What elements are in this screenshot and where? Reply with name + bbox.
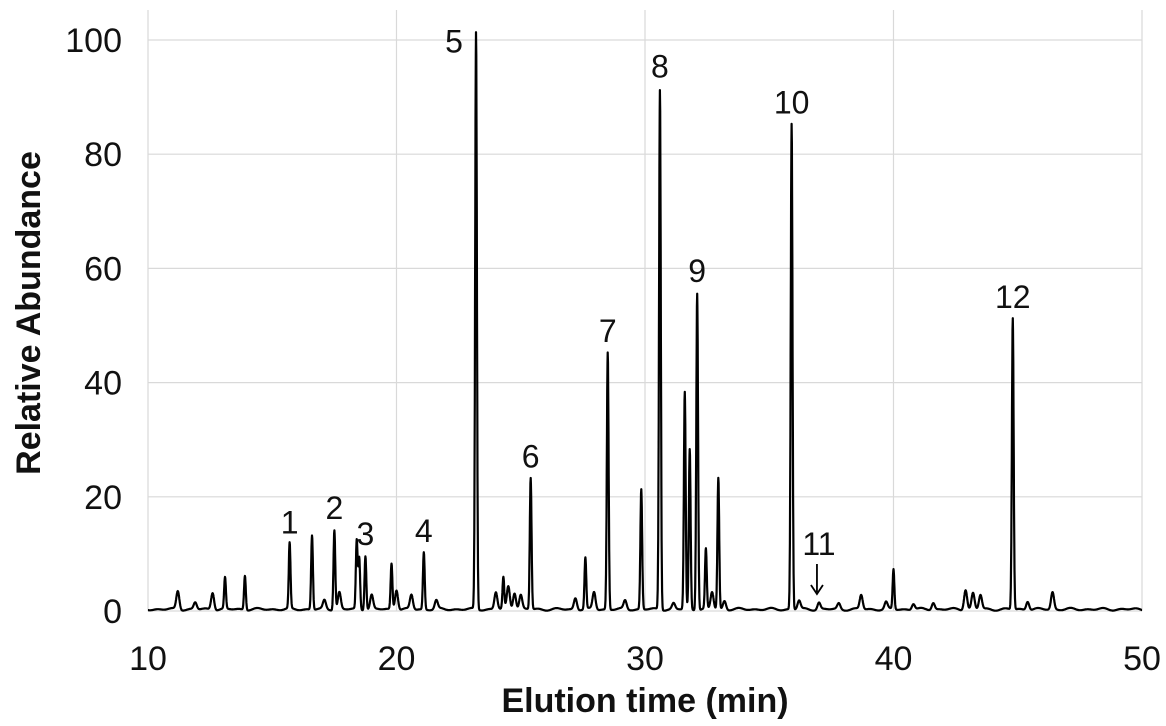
grid xyxy=(147,10,1143,612)
peak-label-5: 5 xyxy=(445,23,463,59)
peak-label-10: 10 xyxy=(774,85,810,121)
peak-label-1: 1 xyxy=(281,504,299,540)
peak-label-7: 7 xyxy=(599,313,617,349)
peak-label-2: 2 xyxy=(325,490,343,526)
y-tick-label: 80 xyxy=(84,136,122,174)
y-axis-label: Relative Abundance xyxy=(10,151,48,475)
x-tick-label: 10 xyxy=(129,640,167,678)
peak-label-4: 4 xyxy=(415,513,433,549)
chromatogram-trace xyxy=(147,31,1143,612)
x-tick-label: 50 xyxy=(1123,640,1161,678)
x-axis-label: Elution time (min) xyxy=(501,682,788,720)
peak-label-3: 3 xyxy=(357,516,375,552)
arrow-head-icon xyxy=(810,584,824,596)
peak-label-6: 6 xyxy=(522,439,540,475)
peak-label-9: 9 xyxy=(688,253,706,289)
x-tick-label: 20 xyxy=(378,640,416,678)
tick-labels: 10 20 30 40 50 0 20 40 60 80 100 xyxy=(65,22,1161,678)
peak-label-12: 12 xyxy=(995,279,1031,315)
y-tick-label: 20 xyxy=(84,479,122,517)
peak-label-11: 11 xyxy=(802,526,835,562)
y-tick-label: 100 xyxy=(65,22,122,60)
y-tick-label: 60 xyxy=(84,250,122,288)
y-tick-label: 0 xyxy=(103,593,122,631)
y-tick-label: 40 xyxy=(84,365,122,403)
x-tick-label: 40 xyxy=(875,640,913,678)
peak-label-8: 8 xyxy=(651,48,669,84)
trace-line xyxy=(147,31,1143,612)
x-tick-label: 30 xyxy=(626,640,664,678)
